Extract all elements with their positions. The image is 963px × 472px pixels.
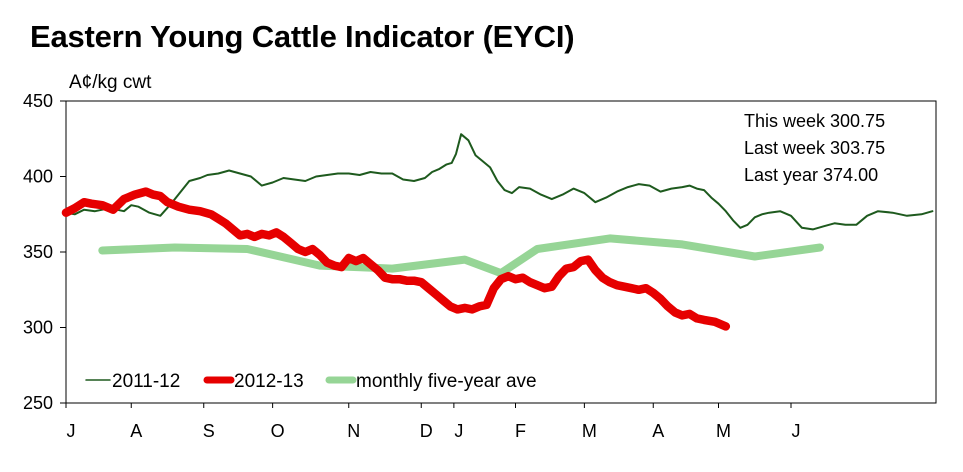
- chart-title: Eastern Young Cattle Indicator (EYCI): [30, 19, 575, 54]
- y-tick-label: 350: [23, 242, 53, 262]
- series-line-2011-12: [65, 133, 934, 231]
- legend: 2011-12 2012-13 monthly five-year ave: [85, 371, 537, 392]
- x-tick-label: A: [652, 421, 664, 441]
- annotation-line: This week 300.75: [744, 111, 885, 131]
- x-tick-label: F: [515, 421, 526, 441]
- y-tick-label: 300: [23, 318, 53, 338]
- legend-label: 2012-13: [234, 371, 304, 392]
- x-tick-label: M: [716, 421, 731, 441]
- y-axis-label: A¢/kg cwt: [69, 72, 152, 93]
- series-group: [61, 133, 934, 331]
- y-axis-ticks: 250 300 350 400 450: [23, 91, 66, 413]
- legend-label: monthly five-year ave: [356, 371, 537, 392]
- x-tick-label: D: [420, 421, 433, 441]
- series-line-2012-13: [61, 187, 731, 331]
- y-tick-label: 250: [23, 393, 53, 413]
- x-tick-label: O: [271, 421, 285, 441]
- x-tick-label: M: [582, 421, 597, 441]
- x-tick-label: J: [67, 421, 76, 441]
- annotation-line: Last year 374.00: [744, 165, 878, 185]
- x-tick-label: N: [347, 421, 360, 441]
- x-tick-label: A: [130, 421, 142, 441]
- x-tick-label: S: [203, 421, 215, 441]
- annotation-line: Last week 303.75: [744, 138, 885, 158]
- y-tick-label: 400: [23, 167, 53, 187]
- series-line-monthly-five-year-ave: [98, 234, 824, 278]
- legend-label: 2011-12: [112, 371, 180, 392]
- annotation-box: This week 300.75 Last week 303.75 Last yea…: [744, 111, 885, 185]
- x-tick-label: J: [792, 421, 801, 441]
- x-tick-label: J: [454, 421, 463, 441]
- y-tick-label: 450: [23, 91, 53, 111]
